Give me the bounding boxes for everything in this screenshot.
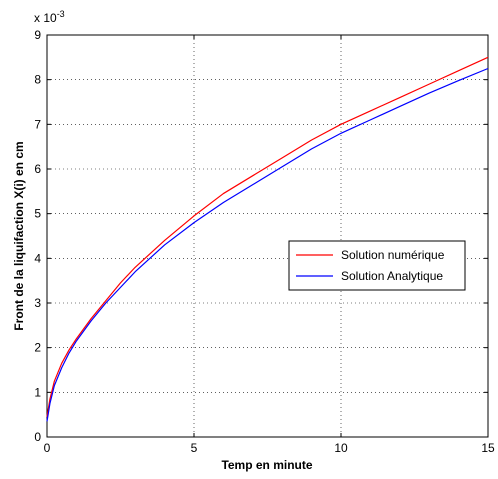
grid-lines [47, 35, 488, 437]
y-tick-label: 9 [34, 28, 41, 42]
series-lines [46, 56, 489, 422]
x-tick-label: 5 [191, 441, 198, 455]
series-line-analytique [46, 67, 489, 422]
y-tick-label: 7 [34, 117, 41, 131]
plot-area [46, 34, 489, 438]
y-tick-label: 5 [34, 207, 41, 221]
legend-label-analytique: Solution Analytique [341, 269, 443, 283]
y-tick-label: 8 [34, 73, 41, 87]
y-tick-label: 6 [34, 162, 41, 176]
y-tick-label: 0 [34, 430, 41, 444]
legend-label-numerique: Solution numérique [341, 248, 445, 262]
x-axis-label: Temp en minute [221, 458, 312, 472]
x-tick-label: 15 [481, 441, 495, 455]
x-tick-label: 0 [44, 441, 51, 455]
y-exponent-power: -3 [57, 9, 65, 19]
y-tick-label: 3 [34, 296, 41, 310]
y-tick-label: 4 [34, 251, 41, 265]
series-line-numerique [46, 56, 489, 417]
legend: Solution numérique Solution Analytique [288, 240, 466, 291]
axis-ticks: 0 5 10 15 0 1 2 3 4 5 6 7 8 9 [34, 28, 495, 455]
y-tick-label: 1 [34, 385, 41, 399]
y-tick-label: 2 [34, 341, 41, 355]
legend-box [288, 240, 466, 291]
y-exponent-label: x 10-3 [34, 9, 65, 25]
x-tick-label: 10 [334, 441, 348, 455]
y-axis-label: Front de la liquifaction X(i) en cm [12, 141, 26, 330]
